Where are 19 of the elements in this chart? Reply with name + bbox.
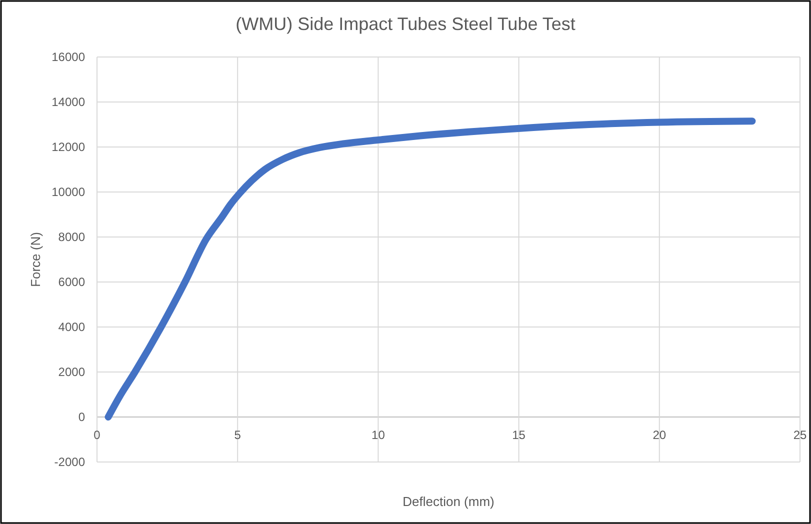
x-tick-label: 0 [94, 428, 101, 442]
y-tick-label: 6000 [58, 275, 86, 290]
x-axis-title: Deflection (mm) [402, 494, 494, 509]
chart-title: (WMU) Side Impact Tubes Steel Tube Test [236, 14, 576, 34]
y-axis-title: Force (N) [28, 232, 43, 287]
x-tick-label: 5 [234, 428, 242, 442]
y-tick-label: 14000 [52, 95, 86, 110]
y-tick-label: 8000 [58, 230, 86, 244]
x-tick-label: 15 [512, 428, 526, 442]
y-tick-label: 4000 [58, 320, 86, 334]
y-tick-label: 16000 [52, 50, 86, 64]
x-tick-label: 25 [793, 428, 807, 442]
y-tick-label: 2000 [58, 365, 86, 380]
y-tick-label: -2000 [54, 455, 86, 470]
x-tick-label: 20 [652, 428, 666, 442]
y-tick-label: 10000 [52, 185, 86, 200]
y-tick-label: 0 [78, 410, 86, 424]
x-tick-label: 10 [372, 428, 386, 442]
y-tick-label: 12000 [52, 140, 86, 154]
